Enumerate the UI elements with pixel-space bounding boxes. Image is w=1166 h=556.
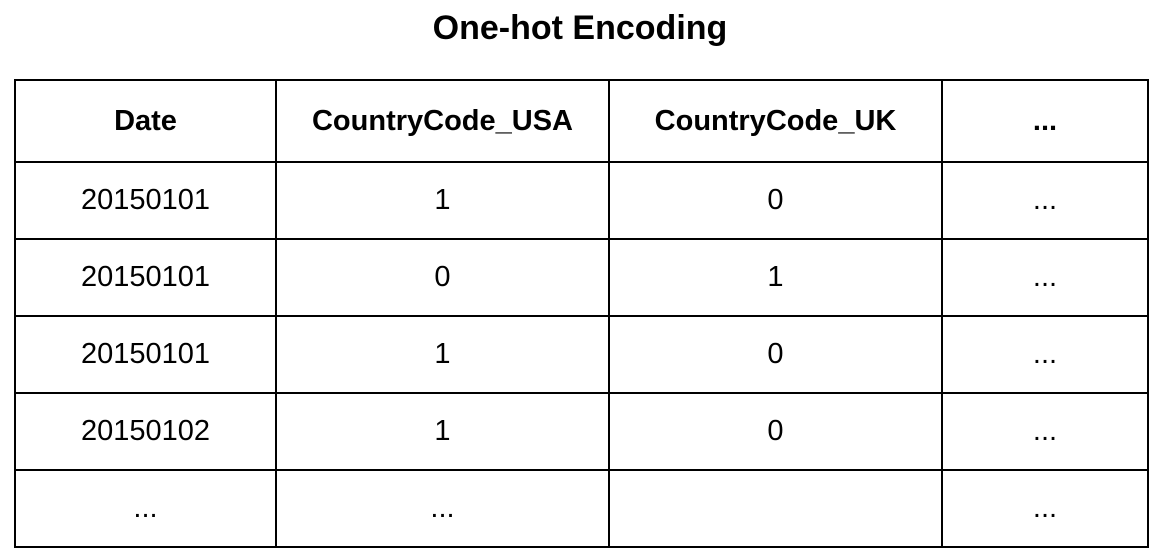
cell-date: 20150101 <box>14 315 277 394</box>
cell-date: ... <box>14 469 277 548</box>
one-hot-table: Date CountryCode_USA CountryCode_UK ... … <box>14 79 1149 548</box>
cell-countrycode-usa: 1 <box>275 315 610 394</box>
table-row: 20150101 1 0 ... <box>14 315 1149 394</box>
header-date: Date <box>14 79 277 163</box>
header-more-columns: ... <box>941 79 1149 163</box>
table-row: 20150101 1 0 ... <box>14 161 1149 240</box>
cell-countrycode-uk: 0 <box>608 315 943 394</box>
cell-more: ... <box>941 392 1149 471</box>
table-row: 20150101 0 1 ... <box>14 238 1149 317</box>
cell-date: 20150101 <box>14 161 277 240</box>
cell-countrycode-usa: 0 <box>275 238 610 317</box>
cell-countrycode-uk: 0 <box>608 392 943 471</box>
header-countrycode-uk: CountryCode_UK <box>608 79 943 163</box>
cell-more: ... <box>941 161 1149 240</box>
cell-countrycode-usa: ... <box>275 469 610 548</box>
cell-countrycode-uk: 0 <box>608 161 943 240</box>
table-row: 20150102 1 0 ... <box>14 392 1149 471</box>
cell-date: 20150101 <box>14 238 277 317</box>
cell-more: ... <box>941 238 1149 317</box>
cell-more: ... <box>941 469 1149 548</box>
table-row: ... ... ... <box>14 469 1149 548</box>
table-header-row: Date CountryCode_USA CountryCode_UK ... <box>14 79 1149 163</box>
cell-countrycode-usa: 1 <box>275 161 610 240</box>
cell-countrycode-usa: 1 <box>275 392 610 471</box>
cell-countrycode-uk <box>608 469 943 548</box>
cell-more: ... <box>941 315 1149 394</box>
cell-date: 20150102 <box>14 392 277 471</box>
cell-countrycode-uk: 1 <box>608 238 943 317</box>
page-title: One-hot Encoding <box>432 9 728 47</box>
header-countrycode-usa: CountryCode_USA <box>275 79 610 163</box>
